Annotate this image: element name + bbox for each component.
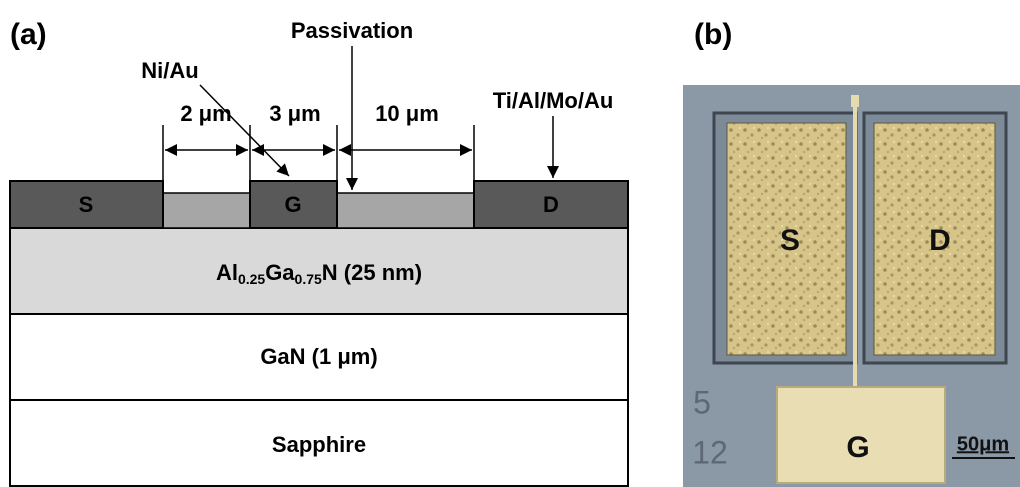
gate-finger [853,100,857,392]
annotation: Passivation [291,18,413,43]
figure: (a) S G D Al0.25Ga0.75N (25 nm) GaN (1 μ… [0,0,1020,487]
pad-label: D [929,224,951,257]
annotation: Ni/Au [141,58,198,83]
scale-bar-label: 50μm [957,433,1009,455]
dimension-label: 2 μm [180,101,231,126]
layer-label: GaN (1 μm) [260,344,377,369]
dimension-label: 10 μm [375,101,439,126]
annotation-arrow [200,85,289,176]
layer-label-part: N (25 nm) [322,260,422,285]
contact-label: S [79,192,94,217]
dimensions: 2 μm 3 μm 10 μm [163,101,474,181]
annotation: Ti/Al/Mo/Au [493,88,614,113]
contact-label: D [543,192,559,217]
layer-label-part: Al [216,260,238,285]
passivation [163,193,250,228]
contact-label: G [284,192,301,217]
die-mark: 5 [693,384,711,420]
panel-b: (b) S D G 5 12 50μm [683,18,1020,487]
layer-label: Sapphire [272,432,366,457]
panel-label: (a) [10,18,47,51]
pad-label: S [780,224,800,257]
layer-label-part: 0.75 [295,271,322,287]
die-mark: 12 [692,434,728,470]
dimension-label: 3 μm [269,101,320,126]
panel-a: (a) S G D Al0.25Ga0.75N (25 nm) GaN (1 μ… [10,18,628,486]
layer-label-part: 0.25 [238,271,265,287]
pad-label: G [846,431,869,464]
panel-label: (b) [694,18,732,51]
layer-label-part: Ga [265,260,295,285]
passivation [337,193,474,228]
